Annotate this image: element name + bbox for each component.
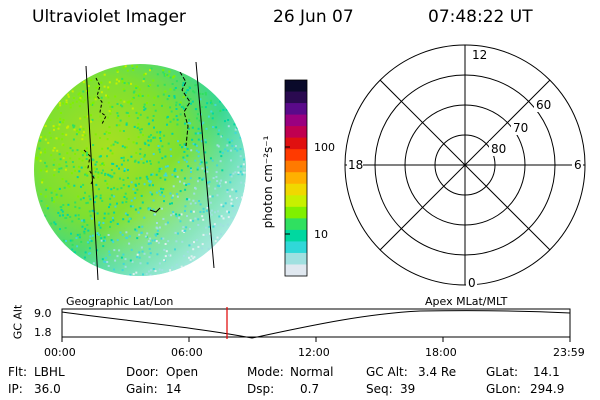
- mode-value: Normal: [290, 365, 334, 379]
- mode-label: Mode:: [247, 365, 284, 379]
- gc-alt-label: GC Alt:: [366, 365, 408, 379]
- colorbar-segment: [285, 80, 307, 93]
- orbit-y-min: 1.8: [34, 326, 52, 339]
- colorbar-tick-100: 100: [314, 141, 335, 154]
- colorbar-segment: [285, 218, 307, 231]
- colorbar-segment: [285, 126, 307, 139]
- orbit-x-tick: 12:00: [298, 346, 330, 359]
- colorbar-segment: [285, 137, 307, 150]
- ip-label: IP:: [8, 382, 23, 396]
- orbit-right-label: Apex MLat/MLT: [425, 295, 508, 308]
- door-value: Open: [166, 365, 199, 379]
- glat-label: GLat:: [486, 365, 519, 379]
- colorbar-segment: [285, 195, 307, 208]
- orbit-y-max: 9.0: [34, 307, 52, 320]
- dsp-label: Dsp:: [247, 382, 275, 396]
- colorbar-segment: [285, 229, 307, 242]
- orbit-x-tick: 06:00: [171, 346, 203, 359]
- meridian-line-west: [85, 65, 99, 281]
- colorbar-segment: [285, 91, 307, 104]
- orbit-y-axis-label: GC Alt: [11, 304, 25, 340]
- colorbar-unit-label: photon cm⁻²s⁻¹: [261, 135, 275, 229]
- colorbar-tick-10: 10: [314, 228, 328, 241]
- mlt-label-18: 18: [348, 158, 364, 172]
- gc-alt-value: 3.4 Re: [418, 365, 457, 379]
- colorbar-segment: [285, 103, 307, 116]
- orbit-altitude-plot: [61, 307, 571, 342]
- orbit-x-tick: 23:59: [553, 346, 585, 359]
- colorbar-segment: [285, 114, 307, 127]
- ip-value: 36.0: [34, 382, 61, 396]
- uv-image-disk: [34, 61, 246, 281]
- observation-time: 07:48:22 UT: [428, 7, 533, 27]
- colorbar-segment: [285, 252, 307, 265]
- gain-value: 14: [166, 382, 182, 396]
- dsp-value: 0.7: [300, 382, 320, 396]
- mlt-label-6: 6: [574, 158, 582, 172]
- door-label: Door:: [126, 365, 159, 379]
- orbit-x-tick: 00:00: [44, 346, 76, 359]
- glon-value: 294.9: [530, 382, 565, 396]
- orbit-x-tick: 18:00: [425, 346, 457, 359]
- mlt-label-0: 0: [468, 276, 476, 290]
- meridian-line-east: [195, 61, 215, 269]
- observation-date: 26 Jun 07: [273, 7, 354, 27]
- filter-value: LBHL: [34, 365, 65, 379]
- polar-mlat-mlt-grid: [344, 44, 586, 286]
- colorbar-segment: [285, 241, 307, 254]
- colorbar-segment: [285, 172, 307, 185]
- filter-label: Flt:: [8, 365, 27, 379]
- glon-label: GLon:: [486, 382, 521, 396]
- color-scale-bar: [285, 80, 307, 277]
- colorbar-segment: [285, 264, 307, 277]
- gain-label: Gain:: [126, 382, 158, 396]
- glat-value: 14.1: [533, 365, 560, 379]
- colorbar-segment: [285, 183, 307, 196]
- mlat-label-60: 60: [536, 98, 552, 112]
- colorbar-segment: [285, 206, 307, 219]
- colorbar-segment: [285, 149, 307, 162]
- mlt-label-12: 12: [472, 48, 488, 62]
- seq-value: 39: [400, 382, 416, 396]
- colorbar-segment: [285, 160, 307, 173]
- orbit-left-label: Geographic Lat/Lon: [66, 295, 174, 308]
- seq-label: Seq:: [366, 382, 393, 396]
- mlat-label-80: 80: [491, 142, 507, 156]
- mlat-label-70: 70: [513, 121, 529, 135]
- app-title: Ultraviolet Imager: [32, 7, 186, 27]
